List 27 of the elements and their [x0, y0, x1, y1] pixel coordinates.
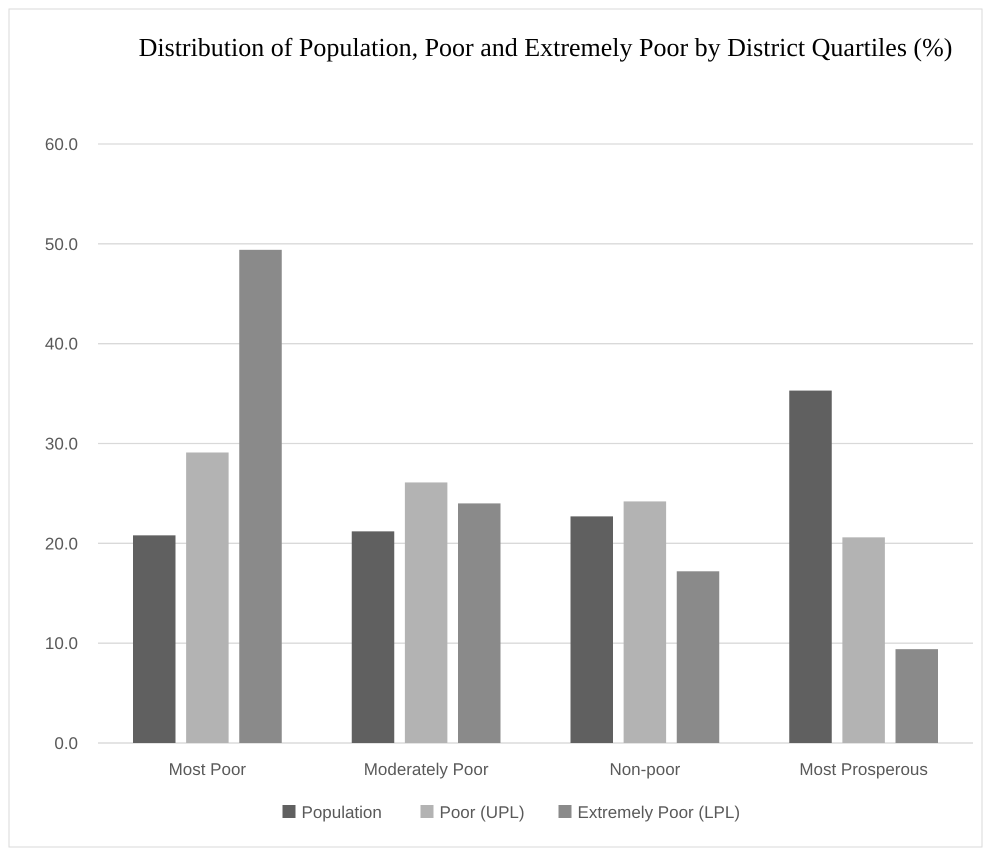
bar	[896, 649, 938, 743]
bar	[458, 503, 500, 743]
y-tick-label: 10.0	[44, 634, 78, 654]
y-tick-label: 30.0	[44, 434, 78, 454]
bar	[352, 531, 394, 743]
x-tick-label: Non-poor	[609, 760, 681, 779]
y-tick-label: 0.0	[54, 734, 78, 753]
legend-label: Poor (UPL)	[440, 803, 525, 822]
bar	[789, 390, 832, 743]
x-tick-label: Most Prosperous	[799, 760, 928, 779]
bar	[404, 482, 448, 743]
bar	[239, 250, 282, 743]
bar	[570, 516, 613, 743]
x-tick-label: Moderately Poor	[364, 760, 489, 779]
y-tick-label: 20.0	[44, 534, 78, 554]
bar	[186, 452, 229, 743]
y-tick-label: 50.0	[44, 234, 78, 254]
bar	[842, 537, 885, 743]
chart-title: Distribution of Population, Poor and Extremely Poor by District Quartiles (%)	[138, 33, 952, 62]
bar	[133, 535, 176, 743]
legend-label: Extremely Poor (LPL)	[578, 803, 740, 822]
legend-label: Population	[302, 803, 382, 822]
bar	[676, 571, 720, 743]
bar	[624, 501, 666, 743]
y-tick-label: 40.0	[44, 334, 78, 354]
y-tick-label: 60.0	[44, 134, 78, 154]
x-tick-label: Most Poor	[168, 760, 246, 779]
